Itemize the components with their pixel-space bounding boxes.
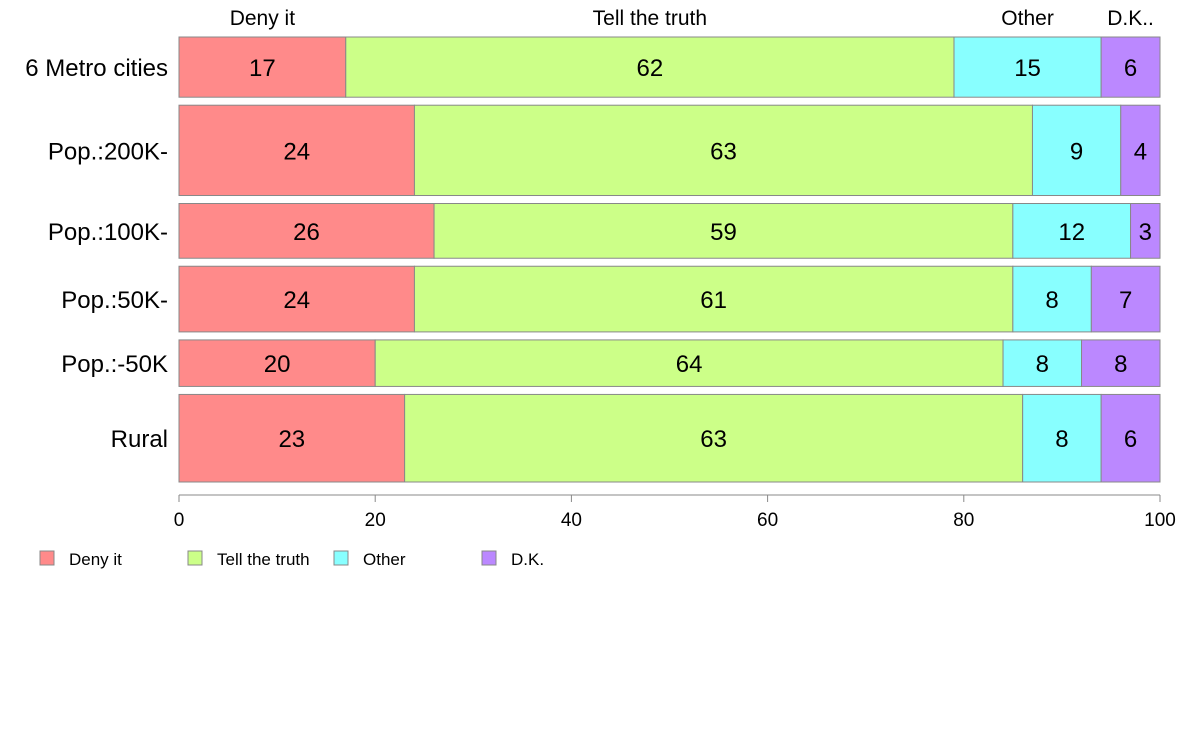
bar-segment [374,339,1004,387]
series-top-label: Other [1001,7,1054,30]
legend-label: Tell the truth [217,550,310,569]
x-tick-label: 40 [561,510,582,531]
bar-segment [1100,393,1161,483]
bar-segment [413,104,1033,197]
bar-segment [1081,339,1161,387]
data-label: 24 [283,138,310,165]
category-label: Pop.:50K- [61,287,168,314]
legend-swatch [39,550,55,566]
category-label: Rural [111,426,168,453]
bar-segment [1100,36,1161,98]
data-label: 8 [1036,351,1049,378]
x-tick-label: 20 [365,510,386,531]
bar-segment [413,265,1014,333]
legend-swatch [333,550,349,566]
bar-segment [345,36,955,98]
data-label: 15 [1014,55,1041,82]
bar-segment [178,36,347,98]
data-label: 61 [700,287,727,314]
data-label: 59 [710,219,737,246]
x-tick-label: 60 [757,510,778,531]
bar-segment [953,36,1102,98]
bar-segment [1090,265,1161,333]
series-top-label: D.K.. [1107,7,1154,30]
bar-segment [404,393,1024,483]
data-label: 8 [1045,287,1058,314]
bar-segment [1022,393,1102,483]
x-tick-label: 100 [1144,510,1176,531]
bar-segment [178,104,415,197]
bar-segment [1031,104,1122,197]
category-label: Pop.:-50K [61,351,168,378]
bar-segment [178,265,415,333]
data-label: 7 [1119,287,1132,314]
legend-label: Other [363,550,406,569]
x-tick-label: 0 [174,510,185,531]
legend-label: D.K. [511,550,544,569]
data-label: 20 [264,351,291,378]
data-label: 24 [283,287,310,314]
category-label: 6 Metro cities [25,55,168,82]
data-label: 23 [278,426,305,453]
data-label: 63 [700,426,727,453]
bar-segment [1130,203,1161,259]
x-axis: 0 20 40 60 80 100 [174,494,1176,531]
data-label: 63 [710,138,737,165]
bar-segment [178,339,376,387]
legend-swatch [187,550,203,566]
data-label: 8 [1114,351,1127,378]
top-series-labels: Deny it Tell the truth Other D.K.. [230,7,1154,30]
category-label: Pop.:100K- [48,219,168,246]
data-label: 3 [1139,219,1152,246]
bars-area: 17 62 15 6 24 63 9 4 26 59 12 3 24 61 8 7 20 64 8 8 23 63 8 6 [178,36,1161,483]
legend-swatch [481,550,497,566]
category-labels: 6 Metro cities Pop.:200K- Pop.:100K- Pop.:5… [25,55,168,453]
bar-segment [178,203,435,259]
data-label: 62 [637,55,664,82]
data-label: 6 [1124,426,1137,453]
data-label: 8 [1055,426,1068,453]
data-label: 12 [1058,219,1085,246]
data-label: 17 [249,55,276,82]
bar-segment [433,203,1014,259]
data-label: 26 [293,219,320,246]
data-label: 64 [676,351,703,378]
category-label: Pop.:200K- [48,138,168,165]
data-label: 9 [1070,138,1083,165]
series-top-label: Deny it [230,7,296,30]
data-label: 6 [1124,55,1137,82]
data-label: 4 [1134,138,1147,165]
legend: Deny it Tell the truth Other D.K. [39,550,544,569]
x-tick-label: 80 [953,510,974,531]
bar-segment [178,393,406,483]
series-top-label: Tell the truth [593,7,707,30]
legend-label: Deny it [69,550,122,569]
bar-segment [1120,104,1161,197]
bar-segment [1002,339,1083,387]
